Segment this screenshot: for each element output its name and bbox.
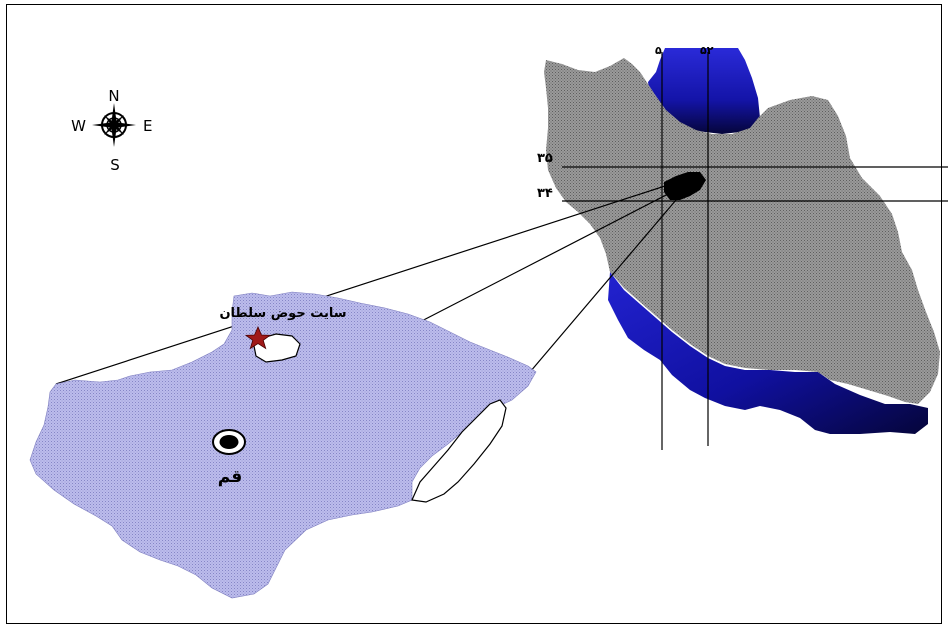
latitude-label-lower: ۳۴ bbox=[537, 186, 553, 201]
compass-rose-icon bbox=[92, 103, 136, 147]
compass-south-label: S bbox=[110, 156, 120, 174]
excluded-area bbox=[411, 399, 507, 503]
qom-province-inset bbox=[664, 172, 706, 200]
compass-north-label: N bbox=[108, 87, 119, 105]
country-outline bbox=[544, 58, 940, 404]
longitude-label-right: ۵۲ bbox=[700, 44, 714, 57]
projection-lines bbox=[55, 185, 677, 385]
city-marker-icon bbox=[212, 429, 246, 455]
latitude-label-upper: ۳۵ bbox=[537, 151, 553, 166]
graticule bbox=[562, 52, 948, 450]
site-star-icon bbox=[244, 326, 272, 350]
southern-sea bbox=[608, 272, 928, 434]
site-label: سایت حوض سلطان bbox=[219, 306, 346, 321]
compass-east-label: E bbox=[143, 117, 152, 135]
compass-west-label: W bbox=[71, 117, 86, 135]
city-label: قم bbox=[218, 467, 242, 487]
longitude-label-left: ۵ bbox=[655, 44, 662, 57]
caspian-sea bbox=[648, 48, 760, 134]
